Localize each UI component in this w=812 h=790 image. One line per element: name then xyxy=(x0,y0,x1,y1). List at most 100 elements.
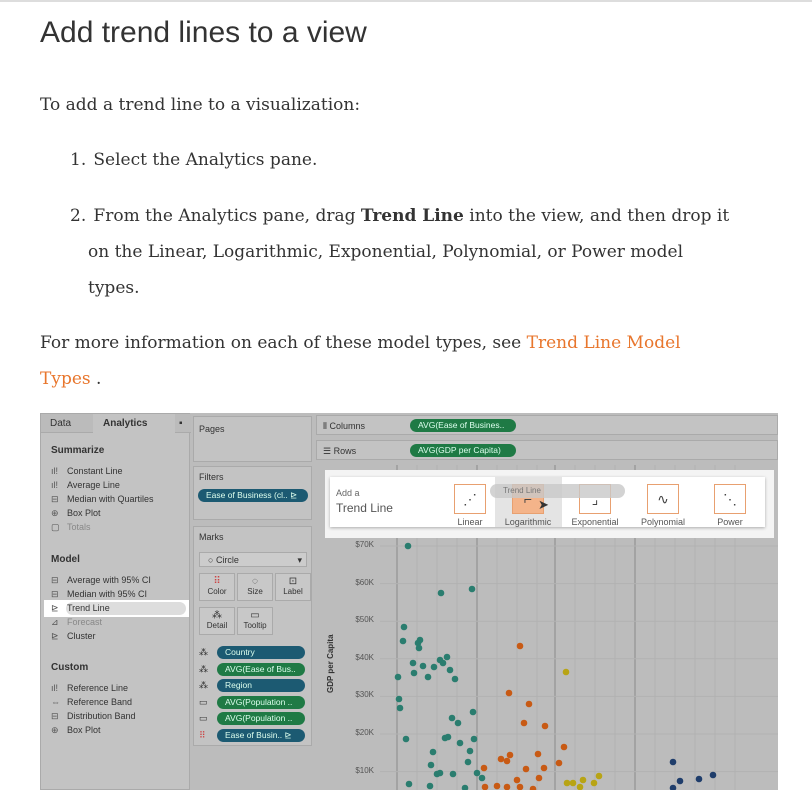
y-tick-label: $30K xyxy=(355,690,374,700)
summarize-heading: Summarize xyxy=(51,445,105,456)
item-median-quartiles[interactable]: ⊟ Median with Quartiles xyxy=(51,494,154,504)
data-point-orange xyxy=(520,719,528,727)
data-point-teal xyxy=(400,623,408,631)
data-point-orange xyxy=(525,700,533,708)
data-point-teal xyxy=(469,708,477,716)
item-trend-line[interactable]: ⊵ Trend Line xyxy=(51,603,110,613)
data-point-orange xyxy=(493,782,501,790)
line-icon: ıl! xyxy=(51,466,59,476)
mark-field-icon: ⠿ xyxy=(199,729,206,740)
columns-pill[interactable]: AVG(Ease of Busines.. xyxy=(410,419,516,432)
color-button[interactable]: ⠿ Color xyxy=(199,573,235,601)
data-point-teal xyxy=(394,673,402,681)
data-point-teal xyxy=(436,769,444,777)
trend-line-drop-popup: Add a Trend Line ⋰ Linear ⌐ Logarithmic ⌟ E… xyxy=(325,470,774,538)
tableau-screenshot: Data Analytics ▪ Summarize ıl! Constant L… xyxy=(40,413,778,790)
data-point-orange xyxy=(534,750,542,758)
mark-type-select[interactable]: ○ Circle ▾ xyxy=(199,552,307,567)
item-reference-band[interactable]: ⇔ Reference Band xyxy=(51,697,133,707)
data-point-teal xyxy=(470,735,478,743)
tab-data[interactable]: Data xyxy=(50,418,72,429)
data-point-teal xyxy=(395,695,403,703)
item-box-plot-custom[interactable]: ⊕ Box Plot xyxy=(51,725,101,735)
model-heading: Model xyxy=(51,554,80,565)
data-point-teal xyxy=(424,673,432,681)
mark-field-pill[interactable]: AVG(Ease of Bus.. xyxy=(217,662,305,676)
item-distribution-band[interactable]: ⊟ Distribution Band xyxy=(51,711,136,721)
band-icon: ⊟ xyxy=(51,494,59,504)
custom-heading: Custom xyxy=(51,662,89,673)
y-tick-label: $60K xyxy=(355,577,374,587)
trend-line-model-types-link-cont[interactable]: Types xyxy=(40,369,91,389)
data-point-orange xyxy=(503,783,511,790)
item-box-plot[interactable]: ⊕ Box Plot xyxy=(51,508,101,518)
data-point-teal xyxy=(449,770,457,778)
intro-text: To add a trend line to a visualization: xyxy=(40,95,361,115)
dropdown-arrow-icon: ▾ xyxy=(297,555,302,565)
y-tick-label: $50K xyxy=(355,615,374,625)
item-median-ci[interactable]: ⊟ Median with 95% CI xyxy=(51,589,148,599)
analytics-pane: Data Analytics ▪ Summarize ıl! Constant L… xyxy=(40,413,191,790)
data-point-teal xyxy=(396,704,404,712)
data-point-teal xyxy=(454,719,462,727)
data-point-orange xyxy=(503,757,511,765)
data-point-teal xyxy=(415,644,423,652)
item-constant-line[interactable]: ıl! Constant Line xyxy=(51,466,123,476)
model-linear[interactable]: ⋰ Linear xyxy=(440,484,500,527)
data-point-orange xyxy=(516,642,524,650)
data-point-yellow xyxy=(569,779,577,787)
band-icon: ⊟ xyxy=(51,711,59,721)
boxplot-icon: ⊕ xyxy=(51,725,59,735)
data-point-teal xyxy=(443,653,451,661)
y-tick-label: $40K xyxy=(355,652,374,662)
data-point-teal xyxy=(448,714,456,722)
rows-pill[interactable]: AVG(GDP per Capita) xyxy=(410,444,516,457)
tooltip-button[interactable]: ▭ Tooltip xyxy=(237,607,273,635)
mark-field-pill[interactable]: Region xyxy=(217,679,305,692)
data-point-teal xyxy=(409,659,417,667)
filter-pill[interactable]: Ease of Business (cl.. ⊵ xyxy=(198,489,308,502)
model-polynomial[interactable]: ∿ Polynomial xyxy=(633,484,693,527)
item-reference-line[interactable]: ıl! Reference Line xyxy=(51,683,129,693)
item-average-ci[interactable]: ⊟ Average with 95% CI xyxy=(51,575,151,585)
mark-field-pill[interactable]: Ease of Busin.. ⊵ xyxy=(217,728,305,742)
mark-field-pill[interactable]: AVG(Population .. xyxy=(217,695,305,709)
tooltip-icon: ▭ xyxy=(250,610,260,621)
model-power[interactable]: ⋱ Power xyxy=(700,484,760,527)
data-point-orange xyxy=(481,783,489,790)
y-tick-label: $20K xyxy=(355,728,374,737)
trend-line-model-types-link[interactable]: Trend Line Model xyxy=(526,333,681,353)
y-tick-label: $70K xyxy=(355,540,374,549)
rows-shelf: ☰ Rows AVG(GDP per Capita) xyxy=(316,440,778,460)
mark-field-icon: ▭ xyxy=(199,696,208,707)
tab-analytics[interactable]: Analytics xyxy=(103,418,148,429)
detail-icon: ⁂ xyxy=(212,610,222,621)
mark-field-icon: ⁂ xyxy=(199,663,208,674)
size-button[interactable]: ◌ Size xyxy=(237,573,273,601)
data-point-teal xyxy=(446,666,454,674)
data-point-navy xyxy=(676,777,684,785)
item-forecast: ⊿ Forecast xyxy=(51,617,103,627)
cluster-icon: ⊵ xyxy=(51,631,59,641)
data-point-yellow xyxy=(579,776,587,784)
mark-field-pill[interactable]: AVG(Population .. xyxy=(217,712,305,725)
data-point-orange xyxy=(529,785,537,790)
mark-field-icon: ▭ xyxy=(199,713,208,723)
data-point-teal xyxy=(405,780,413,788)
pane-menu-icon[interactable]: ▪ xyxy=(179,418,183,429)
color-icon: ⠿ xyxy=(213,576,221,587)
data-point-teal xyxy=(478,774,486,782)
item-average-line[interactable]: ıl! Average Line xyxy=(51,480,120,490)
mark-field-icon: ⁂ xyxy=(199,680,208,690)
detail-button[interactable]: ⁂ Detail xyxy=(199,607,235,635)
label-button[interactable]: ⊡ Label xyxy=(275,573,311,601)
cursor-icon: ➤ xyxy=(538,497,549,512)
item-cluster[interactable]: ⊵ Cluster xyxy=(51,631,96,641)
line-icon: ıl! xyxy=(51,683,59,693)
mark-field-pill[interactable]: Country xyxy=(217,646,305,659)
data-point-teal xyxy=(416,636,424,644)
page-title: Add trend lines to a view xyxy=(40,16,367,49)
data-point-navy xyxy=(695,775,703,783)
data-point-yellow xyxy=(562,668,570,676)
data-point-navy xyxy=(709,771,717,779)
